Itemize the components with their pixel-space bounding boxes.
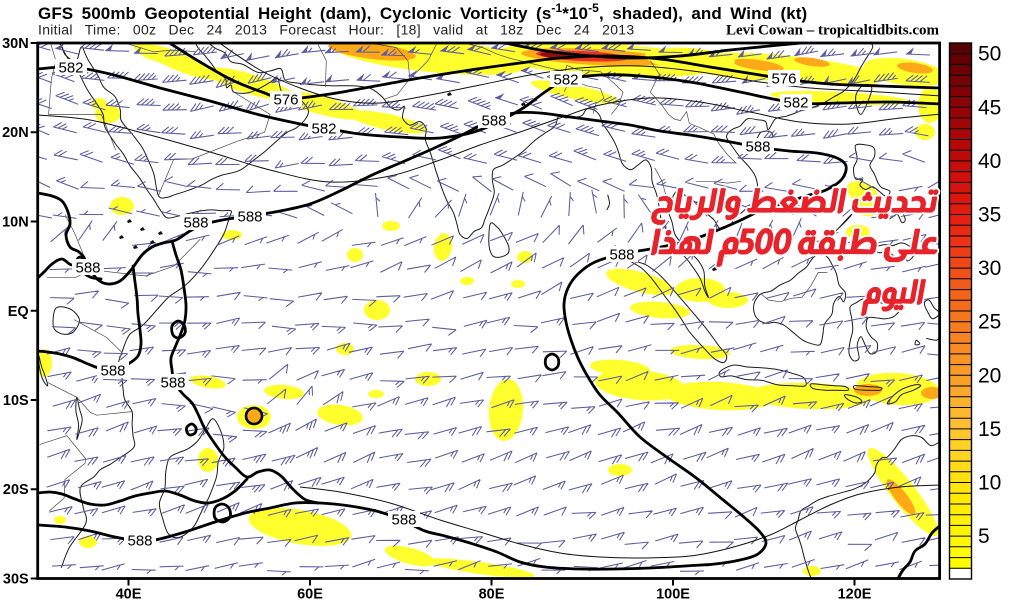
svg-text:20S: 20S	[3, 482, 29, 498]
svg-text:576: 576	[771, 71, 796, 88]
svg-text:588: 588	[609, 247, 634, 264]
svg-text:10N: 10N	[2, 215, 29, 231]
svg-text:40E: 40E	[116, 587, 142, 603]
svg-text:25: 25	[978, 311, 1001, 334]
svg-text:588: 588	[481, 113, 506, 130]
svg-text:Initial Time: 00z Dec 24 2013: Initial Time: 00z Dec 24 2013 Forecast H…	[38, 22, 634, 38]
svg-text:30: 30	[978, 257, 1001, 280]
svg-text:588: 588	[100, 363, 125, 380]
svg-text:582: 582	[311, 121, 336, 138]
svg-text:588: 588	[75, 260, 100, 277]
svg-text:588: 588	[391, 512, 416, 529]
svg-text:582: 582	[58, 60, 83, 77]
svg-text:30N: 30N	[2, 36, 29, 52]
svg-text:588: 588	[127, 533, 152, 550]
svg-text:20: 20	[978, 364, 1001, 387]
svg-text:588: 588	[745, 139, 770, 156]
svg-text:50: 50	[978, 43, 1001, 66]
svg-text:15: 15	[978, 418, 1001, 441]
svg-text:588: 588	[160, 375, 185, 392]
svg-text:582: 582	[553, 72, 578, 89]
svg-text:Levi Cowan – tropicaltidbits.c: Levi Cowan – tropicaltidbits.com	[726, 23, 940, 39]
svg-text:80E: 80E	[479, 587, 505, 603]
svg-text:100E: 100E	[656, 587, 690, 603]
svg-text:5: 5	[978, 525, 990, 548]
svg-text:10: 10	[978, 472, 1001, 495]
svg-text:576: 576	[273, 92, 298, 109]
svg-text:588: 588	[183, 215, 208, 232]
svg-text:30S: 30S	[3, 572, 29, 588]
svg-text:45: 45	[978, 96, 1001, 119]
svg-text:120E: 120E	[838, 587, 872, 603]
svg-text:60E: 60E	[297, 587, 323, 603]
svg-text:582: 582	[783, 95, 808, 112]
svg-text:GFS 500mb Geopotential Height: GFS 500mb Geopotential Height (dam), Cyc…	[38, 1, 807, 23]
svg-text:10S: 10S	[3, 393, 29, 409]
svg-text:35: 35	[978, 204, 1001, 227]
svg-text:EQ: EQ	[8, 304, 29, 320]
svg-text:588: 588	[237, 209, 262, 226]
svg-text:40: 40	[978, 150, 1001, 173]
svg-text:20N: 20N	[2, 125, 29, 141]
